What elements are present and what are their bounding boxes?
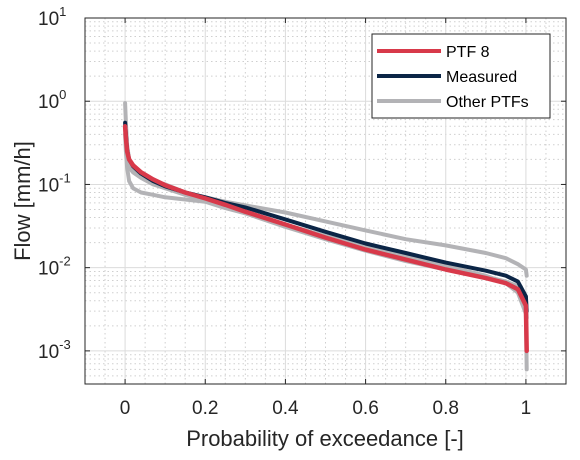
y-tick-label: 10-1 [38,170,71,196]
legend: PTF 8 Measured Other PTFs [371,33,551,119]
series-ptf-8 [122,124,529,354]
x-tick-label: 0.8 [433,398,459,419]
legend-label: PTF 8 [446,44,490,61]
y-axis-label: Flow [mm/h] [10,141,35,261]
y-tick-labels: 10-3 10-2 10-1 100 101 [38,4,71,363]
x-tick-label: 0.2 [192,398,218,419]
series-layer [122,101,529,372]
legend-item: PTF 8 [377,44,490,61]
x-tick-labels: 0 0.2 0.4 0.6 0.8 1 [120,398,531,419]
legend-item: Other PTFs [377,94,529,111]
series-line [122,124,529,354]
x-tick-label: 0.4 [272,398,299,419]
x-tick-label: 0.6 [352,398,378,419]
x-tick-label: 1 [521,398,532,419]
y-tick-label: 10-3 [38,337,71,363]
ticks-layer [85,17,566,384]
y-tick-label: 100 [38,87,66,113]
legend-item: Measured [377,69,517,86]
x-tick-label: 0 [120,398,131,419]
legend-label: Measured [446,69,517,86]
y-tick-label: 10-2 [38,254,71,280]
x-axis-label: Probability of exceedance [-] [186,426,464,451]
y-tick-label: 101 [38,4,66,30]
legend-label: Other PTFs [446,94,529,111]
plot-frame [84,17,567,385]
